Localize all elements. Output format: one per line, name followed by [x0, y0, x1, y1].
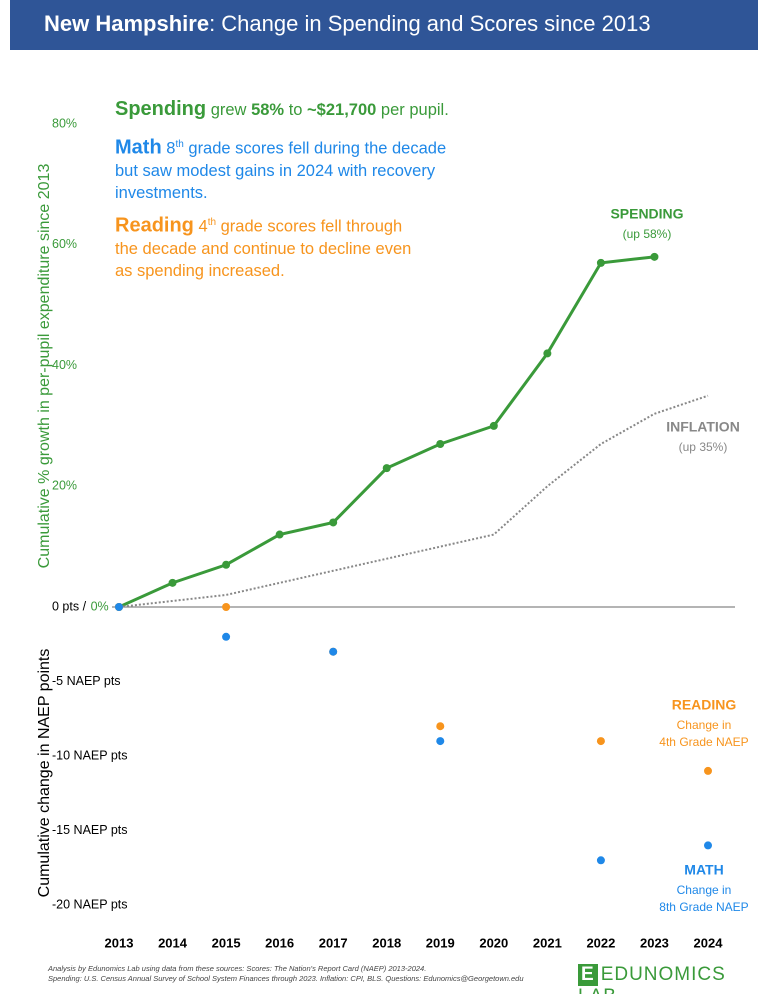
series-note: (up 35%)	[679, 440, 728, 454]
x-tick-label: 2015	[212, 935, 241, 950]
x-tick-label: 2017	[319, 935, 348, 950]
series-line	[118, 255, 655, 609]
x-tick-label: 2024	[694, 935, 724, 950]
point	[436, 439, 445, 448]
y-tick-label: 80%	[52, 116, 77, 130]
x-tick-label: 2019	[426, 935, 455, 950]
y-axis-title: Cumulative % growth in per-pupil expendi…	[36, 164, 53, 569]
point	[596, 737, 605, 746]
note-text: grade scores fell through the decade and…	[115, 217, 412, 280]
note-sup: th	[175, 139, 184, 150]
point	[222, 603, 231, 611]
x-tick-label: 2022	[586, 935, 615, 950]
y-tick-label: -20 NAEP pts	[52, 897, 128, 911]
note-lead: Reading	[115, 214, 194, 237]
series-note: Change in	[677, 718, 732, 732]
point	[222, 632, 231, 641]
logo-text: EDUNOMICS LAB	[578, 964, 726, 994]
y-tick-label: 60%	[52, 237, 77, 251]
x-tick-label: 2013	[105, 935, 134, 950]
point	[222, 560, 231, 569]
note: Spending grew 58% to ~$21,700 per pupil.	[115, 98, 455, 121]
note-text: ~$21,700	[307, 101, 377, 119]
note-text: 58%	[251, 101, 285, 119]
series-name: READING	[672, 697, 737, 713]
note-text: grade scores fell during the decade but …	[115, 139, 447, 202]
point	[275, 530, 284, 539]
y-tick-label: 0 pts /	[52, 599, 87, 613]
point	[115, 603, 123, 611]
y-tick-label: -10 NAEP pts	[52, 748, 128, 762]
y-tick-label: 20%	[52, 479, 77, 493]
x-tick-label: 2023	[640, 935, 669, 950]
y-tick-label: 40%	[52, 358, 77, 372]
note-text: 8	[166, 139, 176, 158]
y-axis-title: Cumulative change in NAEP points	[36, 649, 53, 898]
series-name: SPENDING	[610, 206, 683, 222]
point	[329, 518, 338, 527]
note: Math 8th grade scores fell during the de…	[115, 134, 455, 204]
footer-line: Analysis by Edunomics Lab using data fro…	[48, 964, 427, 973]
note-text: grew	[210, 101, 247, 119]
y-tick-label: -15 NAEP pts	[52, 823, 128, 837]
series-note: (up 58%)	[623, 227, 672, 241]
note-text: to	[288, 101, 303, 119]
header: New Hampshire: Change in Spending and Sc…	[10, 0, 758, 50]
point	[704, 841, 712, 850]
note-lead: Math	[115, 136, 162, 159]
y-tick-label: 0%	[91, 599, 109, 613]
series-note: 8th Grade NAEP	[659, 900, 748, 914]
y-tick-label: -5 NAEP pts	[52, 674, 121, 688]
note-lead: Spending	[115, 98, 207, 120]
point	[382, 464, 391, 473]
header-rest: : Change in Spending and Scores since 20…	[209, 11, 651, 36]
footer-line: Spending: U.S. Census Annual Survey of S…	[48, 974, 524, 983]
note-text: 4	[198, 217, 208, 236]
series-note: Change in	[677, 883, 732, 897]
x-tick-label: 2014	[158, 935, 188, 950]
note-sup: th	[207, 217, 217, 228]
point	[489, 421, 498, 430]
point	[436, 737, 445, 746]
point	[596, 856, 605, 865]
point	[436, 722, 445, 731]
series-note: 4th Grade NAEP	[659, 735, 748, 749]
point	[543, 349, 552, 358]
series-name: MATH	[684, 862, 723, 878]
point	[329, 647, 338, 656]
point	[596, 258, 605, 267]
x-tick-label: 2016	[265, 935, 294, 950]
series-line	[118, 394, 709, 608]
x-tick-label: 2018	[372, 935, 401, 950]
note-text: per pupil.	[380, 101, 449, 119]
x-tick-label: 2020	[479, 935, 508, 950]
footer: Analysis by Edunomics Lab using data fro…	[48, 964, 524, 984]
point	[650, 252, 659, 261]
series-name: INFLATION	[666, 419, 740, 435]
point	[168, 578, 177, 587]
header-bold: New Hampshire	[44, 11, 210, 36]
x-tick-label: 2021	[533, 935, 562, 950]
point	[704, 766, 712, 775]
note: Reading 4th grade scores fell through th…	[115, 212, 415, 282]
